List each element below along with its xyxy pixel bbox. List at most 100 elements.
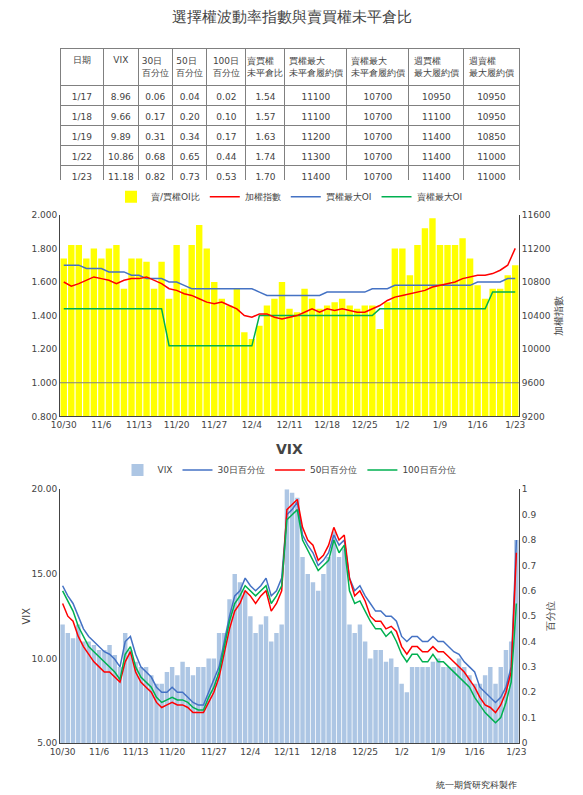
svg-text:VIX: VIX bbox=[158, 465, 173, 475]
svg-text:10800: 10800 bbox=[522, 277, 551, 287]
svg-text:20.00: 20.00 bbox=[31, 484, 57, 494]
svg-text:12/11: 12/11 bbox=[277, 420, 303, 430]
svg-text:加權指數: 加權指數 bbox=[245, 192, 281, 202]
svg-text:統一期貨研究科製作: 統一期貨研究科製作 bbox=[436, 780, 517, 790]
svg-text:12/25: 12/25 bbox=[352, 747, 378, 757]
svg-text:0.31: 0.31 bbox=[145, 132, 165, 142]
svg-text:11/27: 11/27 bbox=[201, 420, 227, 430]
svg-text:10950: 10950 bbox=[477, 92, 506, 102]
svg-text:5.00: 5.00 bbox=[37, 738, 57, 748]
svg-text:2.000: 2.000 bbox=[31, 210, 57, 220]
svg-text:11000: 11000 bbox=[477, 152, 506, 162]
svg-text:1.63: 1.63 bbox=[255, 132, 275, 142]
svg-text:1/17: 1/17 bbox=[72, 92, 92, 102]
svg-text:11400: 11400 bbox=[302, 172, 331, 180]
svg-text:9.66: 9.66 bbox=[111, 112, 131, 122]
svg-text:30日百分位: 30日百分位 bbox=[217, 465, 264, 475]
svg-text:11/20: 11/20 bbox=[159, 747, 185, 757]
svg-text:0.5: 0.5 bbox=[522, 611, 536, 621]
svg-text:0.7: 0.7 bbox=[522, 561, 536, 571]
svg-text:50日百分位: 50日百分位 bbox=[310, 465, 357, 475]
svg-text:10700: 10700 bbox=[364, 152, 393, 162]
svg-text:10950: 10950 bbox=[422, 92, 451, 102]
svg-text:11/13: 11/13 bbox=[123, 747, 149, 757]
svg-text:百分位: 百分位 bbox=[545, 601, 556, 631]
svg-text:0.65: 0.65 bbox=[180, 152, 200, 162]
svg-text:0.02: 0.02 bbox=[216, 92, 236, 102]
svg-text:12/11: 12/11 bbox=[274, 747, 300, 757]
svg-text:0.9: 0.9 bbox=[522, 510, 537, 520]
svg-text:15.00: 15.00 bbox=[31, 569, 57, 579]
svg-text:1.54: 1.54 bbox=[255, 92, 275, 102]
svg-text:0.06: 0.06 bbox=[145, 92, 165, 102]
svg-text:11100: 11100 bbox=[302, 112, 331, 122]
svg-text:8.96: 8.96 bbox=[111, 92, 131, 102]
svg-text:11100: 11100 bbox=[302, 92, 331, 102]
svg-text:12/4: 12/4 bbox=[240, 747, 260, 757]
svg-text:VIX: VIX bbox=[276, 441, 303, 457]
svg-text:0.3: 0.3 bbox=[522, 662, 536, 672]
svg-text:週買權最大履約價: 週買權最大履約價 bbox=[414, 56, 459, 78]
svg-text:0.34: 0.34 bbox=[180, 132, 200, 142]
svg-text:賣買權未平倉比: 賣買權未平倉比 bbox=[247, 56, 283, 78]
svg-text:0: 0 bbox=[522, 738, 528, 748]
svg-text:10.00: 10.00 bbox=[31, 654, 57, 664]
svg-text:30日百分位: 30日百分位 bbox=[142, 56, 169, 78]
svg-text:10700: 10700 bbox=[364, 172, 393, 180]
svg-text:0.2: 0.2 bbox=[522, 687, 536, 697]
svg-text:選擇權波動率指數與賣買權未平倉比: 選擇權波動率指數與賣買權未平倉比 bbox=[172, 8, 412, 26]
svg-text:0.8: 0.8 bbox=[522, 535, 537, 545]
svg-text:9200: 9200 bbox=[522, 412, 545, 422]
svg-text:11400: 11400 bbox=[422, 132, 451, 142]
svg-text:1.600: 1.600 bbox=[31, 277, 57, 287]
svg-text:1.70: 1.70 bbox=[255, 172, 275, 180]
svg-text:0.17: 0.17 bbox=[216, 132, 236, 142]
svg-text:10850: 10850 bbox=[477, 132, 506, 142]
svg-text:賣/買權OI比: 賣/買權OI比 bbox=[151, 192, 200, 202]
svg-text:11600: 11600 bbox=[522, 210, 551, 220]
svg-text:10/30: 10/30 bbox=[51, 420, 77, 430]
svg-text:11000: 11000 bbox=[477, 172, 506, 180]
svg-text:週賣權最大履約價: 週賣權最大履約價 bbox=[469, 56, 514, 78]
svg-text:50日百分位: 50日百分位 bbox=[176, 56, 203, 78]
svg-text:VIX: VIX bbox=[113, 55, 128, 65]
svg-text:10000: 10000 bbox=[522, 344, 551, 354]
svg-text:0.10: 0.10 bbox=[216, 112, 236, 122]
svg-text:1/19: 1/19 bbox=[72, 132, 92, 142]
svg-text:0.17: 0.17 bbox=[145, 112, 165, 122]
svg-text:日期: 日期 bbox=[73, 55, 91, 65]
svg-text:1.400: 1.400 bbox=[31, 311, 57, 321]
svg-text:1.000: 1.000 bbox=[31, 378, 57, 388]
svg-text:11/13: 11/13 bbox=[126, 420, 152, 430]
svg-text:1/23: 1/23 bbox=[72, 172, 92, 180]
svg-text:12/4: 12/4 bbox=[242, 420, 262, 430]
svg-text:11400: 11400 bbox=[422, 172, 451, 180]
svg-text:1/2: 1/2 bbox=[394, 747, 408, 757]
svg-text:買權最大未平倉履約價: 買權最大未平倉履約價 bbox=[289, 56, 343, 78]
svg-text:11/6: 11/6 bbox=[89, 747, 109, 757]
svg-text:10700: 10700 bbox=[364, 112, 393, 122]
svg-text:1/16: 1/16 bbox=[468, 420, 488, 430]
svg-text:12/25: 12/25 bbox=[352, 420, 378, 430]
svg-text:11300: 11300 bbox=[302, 152, 331, 162]
svg-text:100日百分位: 100日百分位 bbox=[213, 56, 240, 78]
svg-text:10400: 10400 bbox=[522, 311, 551, 321]
svg-text:1/22: 1/22 bbox=[72, 152, 92, 162]
svg-text:1/9: 1/9 bbox=[431, 747, 446, 757]
svg-text:0.04: 0.04 bbox=[180, 92, 200, 102]
svg-text:11200: 11200 bbox=[302, 132, 331, 142]
svg-text:12/18: 12/18 bbox=[314, 420, 340, 430]
svg-text:0.82: 0.82 bbox=[145, 172, 165, 180]
svg-text:1.200: 1.200 bbox=[31, 344, 57, 354]
svg-text:1/2: 1/2 bbox=[395, 420, 409, 430]
svg-text:0.68: 0.68 bbox=[145, 152, 165, 162]
svg-text:1.74: 1.74 bbox=[255, 152, 275, 162]
svg-text:0.53: 0.53 bbox=[216, 172, 236, 180]
svg-text:9600: 9600 bbox=[522, 378, 545, 388]
svg-text:10/30: 10/30 bbox=[50, 747, 76, 757]
svg-text:11.18: 11.18 bbox=[108, 172, 134, 180]
svg-text:0.6: 0.6 bbox=[522, 586, 537, 596]
svg-text:0.20: 0.20 bbox=[180, 112, 200, 122]
svg-text:0.1: 0.1 bbox=[522, 713, 536, 723]
svg-text:11/20: 11/20 bbox=[164, 420, 190, 430]
